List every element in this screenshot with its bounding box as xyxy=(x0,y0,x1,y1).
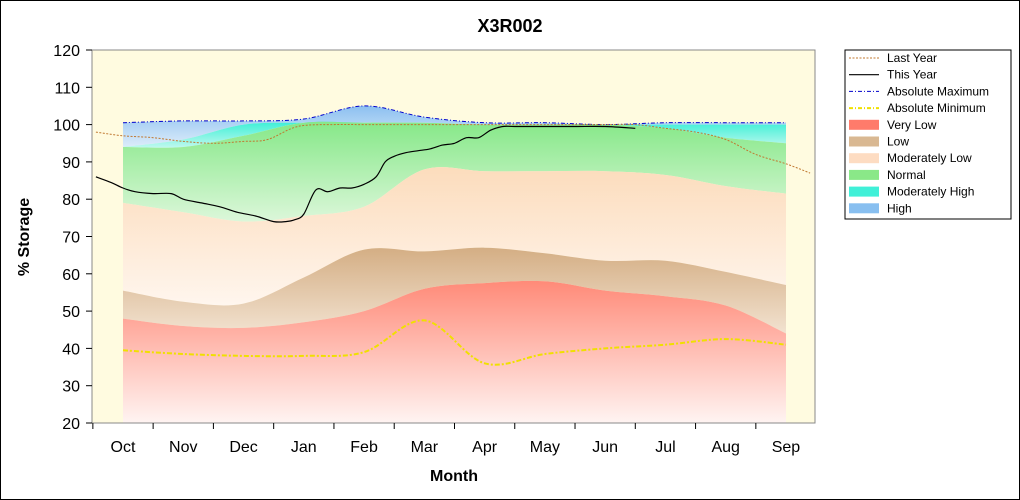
legend-label: Last Year xyxy=(887,51,937,65)
y-tick-label: 110 xyxy=(54,80,80,97)
legend-swatch xyxy=(849,203,879,214)
band-normal xyxy=(123,121,786,222)
legend-entry: Very Low xyxy=(849,118,937,132)
legend-label: Absolute Minimum xyxy=(887,101,986,115)
x-tick-label: Oct xyxy=(111,439,136,456)
series-this-year xyxy=(95,125,636,223)
x-axis-title: Month xyxy=(430,468,478,485)
legend: Last Year This Year Absolute Maximum Absolu… xyxy=(844,49,1012,220)
x-tick-label: May xyxy=(530,439,560,456)
legend-entry: Normal xyxy=(849,168,926,182)
legend-swatch xyxy=(849,136,879,147)
legend-label: Normal xyxy=(887,168,926,182)
band-very-low xyxy=(123,280,786,423)
x-tick-label: Nov xyxy=(169,439,197,456)
legend-label: Moderately Low xyxy=(887,151,972,165)
legend-entry: Moderately High xyxy=(849,185,974,199)
x-tick-label: Aug xyxy=(711,439,739,456)
legend-entry: Last Year xyxy=(849,51,937,65)
y-tick-label: 40 xyxy=(62,341,80,358)
y-tick-label: 20 xyxy=(62,416,80,433)
y-tick-label: 80 xyxy=(62,192,80,209)
x-tick-label: Dec xyxy=(229,439,257,456)
legend-swatch xyxy=(849,186,879,197)
band-moderately-low xyxy=(123,167,786,306)
x-tick-label: Jan xyxy=(291,439,317,456)
x-tick-label: Jun xyxy=(592,439,618,456)
x-tick-label: Sep xyxy=(772,439,801,456)
x-tick-label: Mar xyxy=(411,439,439,456)
y-tick-label: 30 xyxy=(62,379,80,396)
legend-swatch xyxy=(849,119,879,130)
legend-label: This Year xyxy=(887,68,937,82)
legend-entry: Low xyxy=(849,135,909,149)
legend-entry: High xyxy=(849,201,912,215)
legend-entry: This Year xyxy=(849,68,937,82)
series-absolute-minimum xyxy=(122,319,787,366)
y-axis-title: % Storage xyxy=(16,198,33,276)
y-tick-label: 50 xyxy=(62,304,80,321)
x-tick-label: Apr xyxy=(472,439,498,456)
series-lines xyxy=(95,105,811,366)
y-tick-label: 60 xyxy=(62,267,80,284)
legend-entry: Absolute Maximum xyxy=(849,84,989,98)
band-low xyxy=(123,247,786,334)
y-tick-label: 120 xyxy=(53,43,80,60)
x-tick-label: Jul xyxy=(655,439,675,456)
y-tick-label: 100 xyxy=(53,118,80,135)
legend-label: Very Low xyxy=(887,118,937,132)
legend-swatch xyxy=(849,153,879,164)
series-absolute-maximum xyxy=(122,105,786,126)
x-tick-label: Feb xyxy=(350,439,378,456)
legend-label: Absolute Maximum xyxy=(887,84,989,98)
legend-entry: Moderately Low xyxy=(849,151,972,165)
legend-label: High xyxy=(887,201,912,215)
y-tick-label: 90 xyxy=(62,155,80,172)
legend-label: Low xyxy=(887,135,909,149)
legend-label: Moderately High xyxy=(887,185,974,199)
axes: 20 30 40 50 60 70 80 90 100 110 120 Oct Nov Dec Jan Feb… xyxy=(53,43,816,456)
legend-swatch xyxy=(849,169,879,180)
y-tick-label: 70 xyxy=(62,230,80,247)
band-moderately-high xyxy=(123,121,786,148)
legend-entry: Absolute Minimum xyxy=(849,101,986,115)
bands xyxy=(123,105,786,423)
chart-title: X3R002 xyxy=(477,16,542,36)
